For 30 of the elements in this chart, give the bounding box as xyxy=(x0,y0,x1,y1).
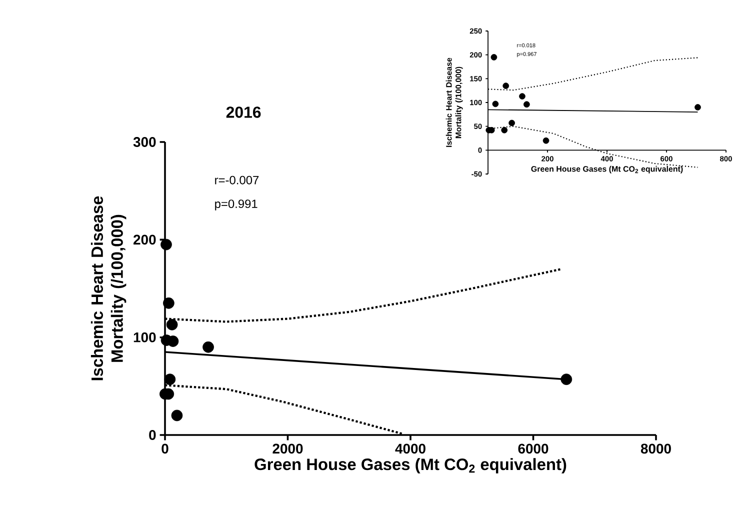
x-axis-title: Green House Gases (Mt CO$_{2}$ equivalent) xyxy=(254,458,566,474)
point xyxy=(492,100,499,108)
x-tick-label: 8000 xyxy=(640,444,671,454)
x-tick-label: 0 xyxy=(162,444,168,454)
y-tick-label: 200 xyxy=(134,234,156,245)
point xyxy=(164,374,176,386)
point xyxy=(560,374,572,386)
x-tick-label: 4000 xyxy=(395,444,426,454)
chart-title: 2016 xyxy=(226,106,261,118)
annotation: p=0.991 xyxy=(215,200,258,210)
x-tick-label: 6000 xyxy=(518,444,548,454)
point xyxy=(160,238,172,250)
point xyxy=(202,341,214,353)
point xyxy=(171,410,183,422)
x-tick-label: 2000 xyxy=(272,444,303,454)
annotation: r=-0.007 xyxy=(215,176,259,184)
point xyxy=(501,126,508,134)
y-axis-title: Ischemic Heart Disease Mortality (/100,000) xyxy=(90,196,126,380)
y-tick-label: 300 xyxy=(133,137,156,147)
point xyxy=(490,54,498,60)
point xyxy=(163,297,174,309)
point xyxy=(508,120,515,126)
point xyxy=(523,101,530,108)
point xyxy=(502,82,510,90)
y-tick-label: 0 xyxy=(149,430,156,440)
point xyxy=(519,93,526,100)
point xyxy=(542,137,550,144)
point xyxy=(694,104,701,110)
y-tick-label: 100 xyxy=(134,332,156,342)
point xyxy=(166,318,178,330)
